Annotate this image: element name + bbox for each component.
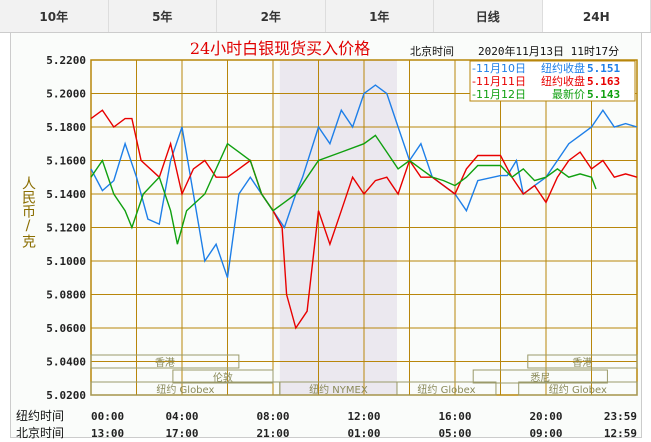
x-tick-label: 05:00 (438, 427, 471, 440)
session-box (472, 369, 608, 384)
x-tick-label: 12:00 (347, 410, 380, 423)
legend-date: -11月11日 (472, 75, 526, 88)
legend-box (469, 60, 636, 102)
x-tick-label: 17:00 (165, 427, 198, 440)
session-label: 香港 (155, 357, 175, 369)
series-line-2 (90, 109, 638, 330)
legend-desc: 纽约收盘 (541, 74, 585, 88)
legend-value: 5.163 (587, 75, 620, 88)
y-tick-label: 5.0800 (46, 289, 86, 302)
x-axis-row-label: 纽约时间 (16, 408, 64, 423)
x-tick-label: 01:00 (347, 427, 380, 440)
x-tick-label: 20:00 (529, 410, 562, 423)
session-label: 纽约 Globex (549, 383, 607, 396)
y-tick-label: 5.1600 (46, 155, 86, 168)
session-box (396, 381, 497, 396)
series-line-3 (90, 134, 597, 245)
y-tick-label: 5.2000 (46, 88, 86, 101)
session-label: 悉尼 (530, 372, 550, 384)
session-label: 纽约 NYMEX (309, 383, 368, 396)
x-tick-label: 16:00 (438, 410, 471, 423)
x-tick-label: 08:00 (256, 410, 289, 423)
header-label: 北京时间 (410, 44, 454, 58)
y-axis-label: 人民币/克 (20, 176, 36, 248)
y-tick-label: 5.1000 (46, 255, 86, 268)
range-tabs: 10年 5年 2年 1年 日线 24H (0, 0, 651, 33)
session-label: 纽约 Globex (156, 383, 214, 396)
x-tick-label: 13:00 (91, 427, 124, 440)
y-tick-label: 5.0400 (46, 356, 86, 369)
chart-title: 24小时白银现货买入价格 (190, 39, 370, 58)
x-tick-label: 12:59 (604, 427, 637, 440)
x-tick-label: 04:00 (165, 410, 198, 423)
y-tick-label: 5.0200 (46, 389, 86, 402)
tab-daily[interactable]: 日线 (434, 0, 543, 32)
x-tick-label: 09:00 (529, 427, 562, 440)
tab-5y[interactable]: 5年 (109, 0, 217, 32)
y-tick-label: 5.0600 (46, 322, 86, 335)
session-label: 香港 (572, 357, 592, 369)
legend-value: 5.143 (587, 88, 620, 101)
x-tick-label: 21:00 (256, 427, 289, 440)
tab-2y[interactable]: 2年 (217, 0, 326, 32)
x-axis-row-label: 北京时间 (16, 426, 64, 440)
y-tick-label: 5.1400 (46, 188, 86, 201)
legend-date: -11月12日 (472, 88, 526, 101)
legend-desc: 纽约收盘 (541, 61, 585, 75)
legend-value: 5.151 (587, 62, 620, 75)
session-label: 纽约 Globex (417, 383, 475, 396)
x-tick-label: 00:00 (91, 410, 124, 423)
legend-desc: 最新价 (552, 87, 585, 101)
legend-date: -11月10日 (472, 62, 526, 75)
y-tick-label: 5.1200 (46, 222, 86, 235)
y-tick-label: 5.1800 (46, 121, 86, 134)
tab-10y[interactable]: 10年 (0, 0, 109, 32)
header-datetime: 2020年11月13日 11时17分 (478, 44, 619, 58)
session-box (90, 354, 240, 369)
session-box (527, 354, 638, 369)
session-box (172, 369, 274, 384)
tab-1y[interactable]: 1年 (326, 0, 434, 32)
session-label: 伦敦 (213, 371, 233, 384)
session-box (518, 381, 638, 396)
y-tick-label: 5.2200 (46, 54, 86, 67)
x-tick-label: 23:59 (604, 410, 637, 423)
